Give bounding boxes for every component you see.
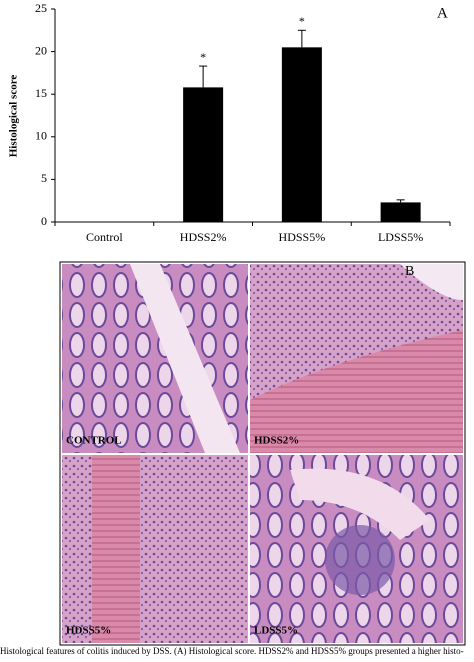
caption: Histological features of colitis induced…	[0, 646, 464, 656]
significance-mark: *	[299, 14, 305, 28]
image-label: HDSS5%	[66, 625, 111, 637]
histology-image	[62, 455, 248, 643]
bar	[183, 87, 224, 222]
bar	[380, 202, 421, 222]
histology-image	[250, 330, 463, 453]
y-tick-label: 5	[41, 171, 47, 185]
histology-image	[325, 525, 395, 595]
image-label: HDSS2%	[254, 435, 299, 447]
x-tick-label: HDSS5%	[279, 230, 326, 244]
panel-label: A	[437, 5, 448, 21]
x-tick-label: HDSS2%	[180, 230, 227, 244]
y-tick-label: 10	[35, 129, 47, 143]
significance-mark: *	[200, 50, 206, 64]
histology-image	[130, 264, 240, 453]
panel-label: B	[405, 264, 414, 279]
histology-image	[400, 264, 463, 300]
x-tick-label: LDSS5%	[378, 230, 423, 244]
bar	[281, 47, 322, 223]
histology-image	[92, 455, 140, 643]
image-label: LDSS5%	[254, 625, 298, 637]
y-tick-label: 25	[35, 1, 47, 15]
histology-image	[290, 468, 430, 540]
y-axis-label: Histological score	[8, 75, 20, 158]
y-tick-label: 0	[41, 214, 47, 228]
x-tick-label: Control	[86, 230, 123, 244]
y-tick-label: 15	[35, 86, 47, 100]
y-tick-label: 20	[35, 43, 47, 57]
panel-b: B CONTROL HDSS2% HDSS5% LDSS5%	[59, 261, 466, 646]
image-label: CONTROL	[66, 435, 122, 447]
